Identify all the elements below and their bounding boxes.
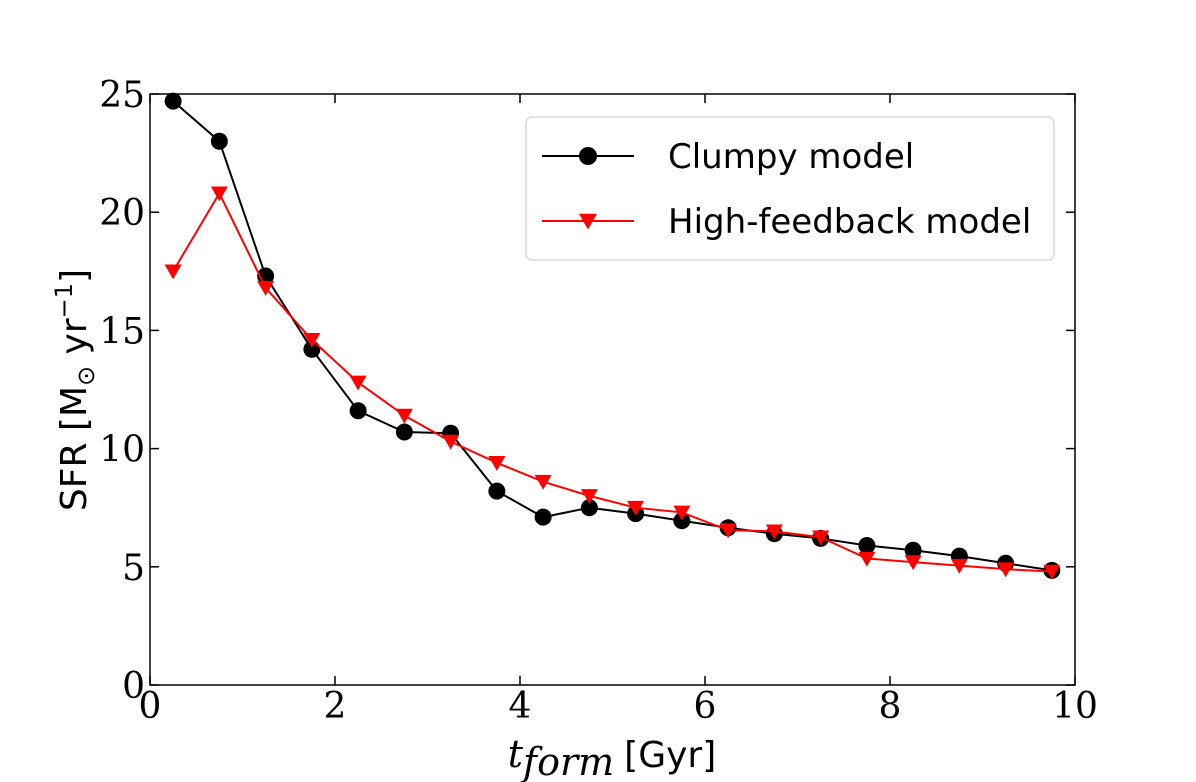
point-clumpy — [858, 537, 876, 555]
legend-label-clumpy: Clumpy model — [668, 137, 914, 177]
point-highfeedback — [442, 434, 460, 450]
legend-marker-clumpy — [579, 147, 597, 165]
series-layer — [164, 92, 1061, 580]
x-tick-label: 6 — [694, 686, 717, 727]
y-tick-label: 5 — [122, 548, 145, 589]
y-tick-label: 25 — [99, 75, 145, 116]
point-highfeedback — [488, 455, 506, 471]
point-highfeedback — [719, 523, 737, 539]
x-tick-label: 2 — [324, 686, 347, 727]
point-clumpy — [210, 132, 228, 150]
point-highfeedback — [1043, 564, 1061, 580]
point-highfeedback — [164, 264, 182, 280]
point-clumpy — [488, 482, 506, 500]
x-axis-label-subscript: form — [520, 740, 614, 782]
legend: Clumpy model High-feedback model — [525, 116, 1055, 261]
y-axis-label-sun: ⊙ — [72, 366, 100, 386]
x-tick-label: 10 — [1052, 686, 1098, 727]
axes-frame — [149, 93, 1076, 686]
point-clumpy — [673, 512, 691, 530]
point-highfeedback — [627, 500, 645, 516]
y-axis-label-prefix: SFR [M — [54, 386, 95, 511]
point-highfeedback — [950, 558, 968, 574]
point-highfeedback — [257, 281, 275, 296]
point-clumpy — [395, 423, 413, 441]
point-clumpy — [580, 499, 598, 517]
x-tick-label: 0 — [139, 686, 162, 727]
x-axis-label: tform [Gyr] — [508, 732, 717, 782]
point-highfeedback — [349, 375, 367, 391]
point-highfeedback — [812, 530, 830, 546]
y-tick-label: 15 — [99, 311, 145, 352]
legend-marker-highfeedback — [579, 213, 597, 230]
point-highfeedback — [997, 562, 1015, 578]
y-axis-label-middle: yr — [54, 318, 95, 366]
point-highfeedback — [904, 555, 922, 571]
x-axis-label-main: t — [508, 732, 524, 776]
y-axis-label-superscript: −1 — [50, 283, 78, 318]
legend-label-highfeedback: High-feedback model — [668, 202, 1031, 242]
x-axis-label-unit: [Gyr] — [624, 735, 716, 776]
point-highfeedback — [673, 505, 691, 521]
point-clumpy — [904, 541, 922, 559]
point-highfeedback — [765, 524, 783, 540]
point-clumpy — [534, 508, 552, 526]
axes-layer: 0 2 4 6 8 10 0 5 10 15 20 25 — [99, 75, 1098, 727]
point-highfeedback — [534, 474, 552, 490]
point-highfeedback — [580, 489, 598, 504]
y-axis-label-suffix: ] — [54, 269, 95, 283]
series-line-highfeedback — [172, 191, 1052, 573]
point-clumpy — [349, 402, 367, 420]
point-highfeedback — [303, 333, 321, 348]
y-tick-label: 0 — [122, 666, 145, 707]
x-tick-label: 4 — [509, 686, 532, 727]
y-axis-label: SFR [M⊙ yr−1] — [50, 269, 100, 511]
y-tick-label: 20 — [99, 193, 145, 234]
point-clumpy — [164, 92, 182, 110]
point-highfeedback — [210, 186, 228, 202]
y-tick-label: 10 — [99, 430, 145, 471]
point-highfeedback — [395, 408, 413, 424]
legend-box — [525, 116, 1055, 261]
x-tick-label: 8 — [879, 686, 902, 727]
point-highfeedback — [858, 551, 876, 567]
